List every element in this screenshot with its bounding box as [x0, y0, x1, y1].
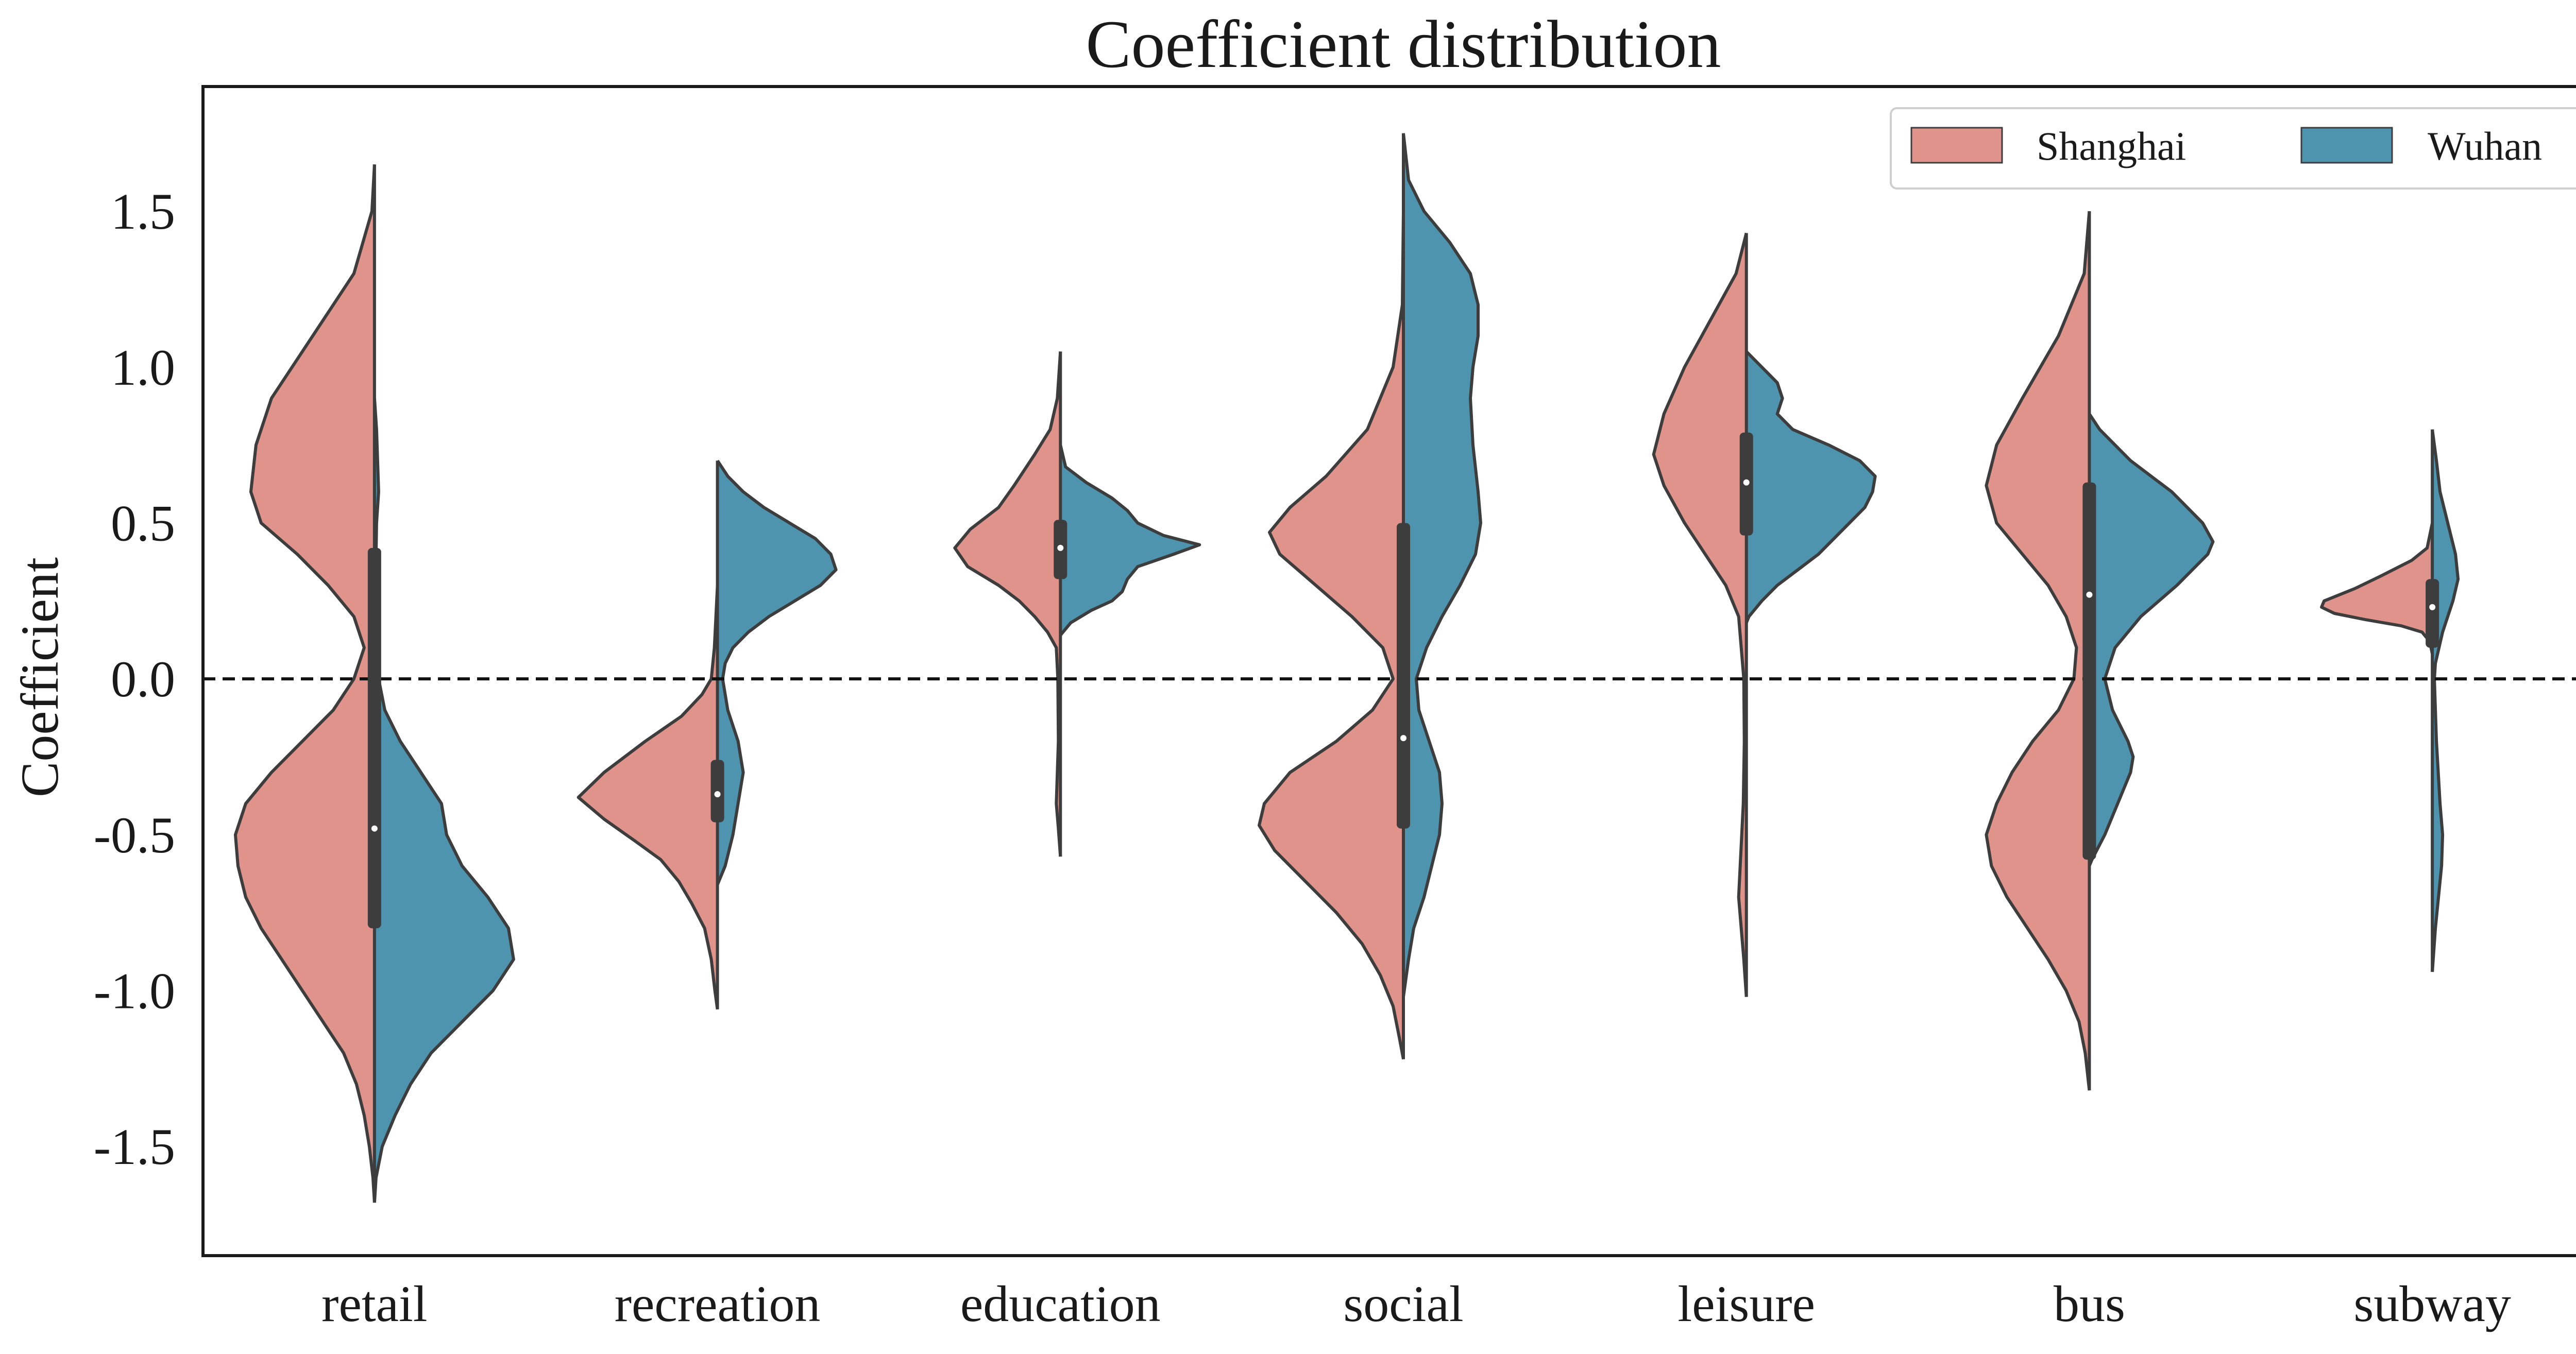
violin-shanghai-education [955, 351, 1061, 857]
x-axis: retail recreation education social leisure bu… [321, 1275, 2511, 1332]
x-tick-label-leisure: leisure [1677, 1275, 1815, 1332]
box-median-recreation [714, 791, 721, 798]
box-median-education [1057, 544, 1064, 551]
y-axis: 1.5 1.0 0.5 0.0 -0.5 -1.0 -1.5 [94, 183, 175, 1175]
x-tick-label-social: social [1343, 1275, 1463, 1332]
violin-outline-shanghai-leisure [1652, 232, 1748, 997]
violin-shanghai-bus [1986, 211, 2090, 1091]
violin-outline-shanghai-subway [2320, 522, 2434, 655]
violin-shanghai-subway [2321, 523, 2433, 654]
plot-frame [201, 85, 2576, 1257]
y-tick-label: 0.0 [111, 650, 175, 708]
legend-label-shanghai: Shanghai [2037, 124, 2186, 168]
box-iqr-retail [367, 547, 381, 929]
violin-outline-shanghai-social [1258, 211, 1405, 1060]
violin-wuhan-education [1060, 445, 1200, 636]
violin-wuhan-retail [374, 398, 514, 1203]
legend-swatch-shanghai [1910, 127, 2003, 164]
box-median-leisure [1743, 479, 1750, 486]
violin-shanghai-leisure [1653, 233, 1747, 997]
box-median-bus [2086, 591, 2093, 598]
violin-outline-shanghai-bus [1985, 211, 2091, 1091]
y-tick-label: 1.5 [111, 183, 175, 240]
box-median-retail [371, 825, 378, 832]
box-median-social [1400, 735, 1406, 742]
violin-outline-wuhan-retail [372, 398, 515, 1203]
y-tick-label: -0.5 [94, 807, 175, 864]
box-median-subway [2429, 604, 2436, 610]
y-axis-label: Coefficient [10, 557, 70, 797]
box-iqr-social [1397, 523, 1410, 829]
legend-swatch-wuhan [2300, 127, 2393, 164]
violin-wuhan-leisure [1746, 351, 1875, 623]
y-tick-label: 1.0 [111, 339, 175, 396]
y-tick-label: -1.5 [94, 1118, 175, 1175]
violin-outline-wuhan-social [1402, 133, 1482, 998]
chart-title: Coefficient distribution [1086, 6, 1721, 82]
violin-outline-wuhan-recreation [716, 459, 838, 885]
violin-outline-shanghai-retail [233, 164, 376, 1203]
violin-wuhan-recreation [717, 460, 836, 885]
y-tick-label: 0.5 [111, 494, 175, 552]
legend-box [1890, 107, 2576, 190]
violin-outline-wuhan-education [1059, 444, 1201, 637]
violin-outline-shanghai-education [953, 351, 1062, 857]
violin-wuhan-subway [2432, 429, 2459, 972]
x-tick-label-education: education [960, 1275, 1161, 1332]
violin-outline-wuhan-bus [2088, 413, 2215, 867]
x-tick-label-subway: subway [2353, 1275, 2511, 1332]
violin-wuhan-social [1403, 133, 1481, 997]
box-iqr-recreation [710, 760, 724, 822]
violin-shanghai-retail [235, 164, 375, 1203]
violin-outline-wuhan-subway [2431, 429, 2460, 972]
box-iqr-subway [2426, 579, 2439, 648]
plot-area [203, 133, 2576, 1203]
legend-label-wuhan: Wuhan [2428, 124, 2542, 168]
x-tick-label-recreation: recreation [615, 1275, 821, 1332]
violin-outline-shanghai-recreation [577, 585, 719, 1010]
legend: Shanghai Wuhan [1890, 107, 2576, 190]
x-tick-label-retail: retail [321, 1275, 427, 1332]
box-iqr-bus [2082, 482, 2096, 860]
violin-outline-wuhan-leisure [1744, 350, 1877, 624]
violin-wuhan-bus [2089, 414, 2213, 866]
x-tick-label-bus: bus [2054, 1275, 2125, 1332]
violin-shanghai-social [1259, 211, 1403, 1059]
y-tick-label: -1.0 [94, 962, 175, 1019]
violin-shanghai-recreation [578, 585, 718, 1009]
